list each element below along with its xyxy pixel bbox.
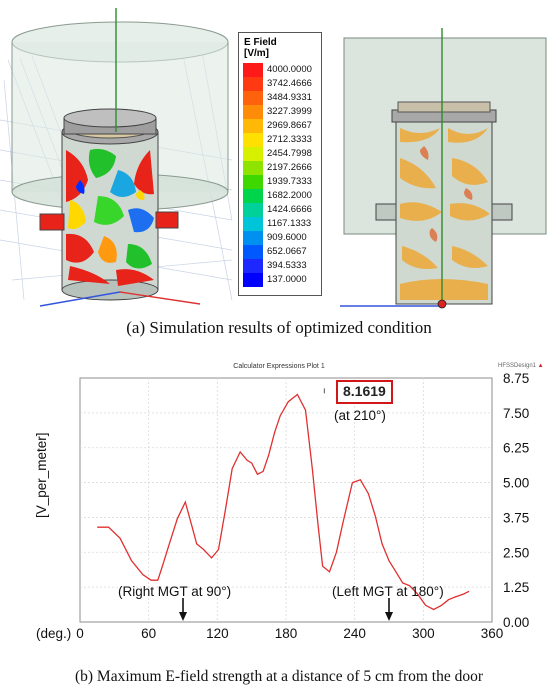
legend-value: 909.6000 — [267, 232, 307, 243]
legend-value: 1167.1333 — [267, 218, 312, 229]
legend-row: 652.0667 — [239, 245, 321, 259]
legend-value: 3484.9331 — [267, 92, 312, 103]
y-tick-label: 6.25 — [503, 441, 529, 456]
y-tick-label: 5.00 — [503, 476, 529, 491]
legend-row: 3227.3999 — [239, 105, 321, 119]
mgt-arrow-head — [385, 612, 393, 621]
figure-a: E Field [V/m] 4000.0000 3742.4666 3484.933… — [0, 0, 558, 340]
peak-value: 8.1619 — [343, 383, 386, 399]
legend-swatch — [243, 91, 263, 105]
legend-title-line2: [V/m] — [244, 48, 269, 59]
legend-swatch — [243, 217, 263, 231]
figure-b: Calculator Expressions Plot 1 HFSSDesign… — [0, 360, 558, 698]
legend-swatch — [243, 245, 263, 259]
legend-swatch — [243, 189, 263, 203]
legend-swatch — [243, 105, 263, 119]
annotation-right-mgt: (Right MGT at 90°) — [118, 584, 232, 599]
legend-value: 652.0667 — [267, 246, 307, 257]
legend-row: 137.0000 — [239, 273, 321, 287]
y-axis-label: [V_per_meter] — [34, 432, 49, 518]
legend-value: 137.0000 — [267, 274, 307, 285]
y-tick-label: 7.50 — [503, 406, 529, 421]
x-tick-label: 0 — [76, 626, 84, 641]
caption-a: (a) Simulation results of optimized cond… — [126, 318, 432, 337]
legend-swatch — [243, 133, 263, 147]
legend-row: 3742.4666 — [239, 77, 321, 91]
legend-row: 4000.0000 — [239, 63, 321, 77]
legend-row: 3484.9331 — [239, 91, 321, 105]
legend-value: 3742.4666 — [267, 78, 312, 89]
y-tick-label: 0.00 — [503, 615, 529, 630]
series-line — [97, 393, 470, 611]
y-tick-label: 1.25 — [503, 580, 529, 595]
y-tick-label: 2.50 — [503, 545, 529, 560]
legend-row: 909.6000 — [239, 231, 321, 245]
mgt-arrow-head — [179, 612, 187, 621]
legend-row: 394.5333 — [239, 259, 321, 273]
legend-value: 1424.6666 — [267, 204, 312, 215]
legend-row: 2969.8667 — [239, 119, 321, 133]
legend-swatch — [243, 161, 263, 175]
x-tick-label: 60 — [141, 626, 156, 641]
legend-swatch — [243, 147, 263, 161]
legend-row: 1167.1333 — [239, 217, 321, 231]
peak-note: (at 210°) — [334, 408, 386, 423]
legend-row: 1682.2000 — [239, 189, 321, 203]
legend-value: 1682.2000 — [267, 190, 312, 201]
x-unit-label: (deg.) — [36, 626, 72, 641]
legend-value: 4000.0000 — [267, 64, 312, 75]
legend-title-line1: E Field — [244, 37, 277, 48]
legend-swatch — [243, 63, 263, 77]
e-field-legend: E Field [V/m] 4000.0000 3742.4666 3484.933… — [238, 32, 322, 296]
legend-swatch — [243, 259, 263, 273]
legend-swatch — [243, 273, 263, 287]
legend-value: 1939.7333 — [267, 176, 312, 187]
legend-row: 2454.7998 — [239, 147, 321, 161]
design-badge: HFSSDesign1 ▲ — [498, 363, 544, 369]
x-tick-label: 360 — [481, 626, 504, 641]
legend-swatch — [243, 119, 263, 133]
legend-row: 1939.7333 — [239, 175, 321, 189]
legend-title: E Field [V/m] — [244, 37, 277, 59]
legend-row: 1424.6666 — [239, 203, 321, 217]
legend-value: 394.5333 — [267, 260, 307, 271]
peak-value-box: 8.1619 — [336, 380, 393, 404]
legend-row: 2197.2666 — [239, 161, 321, 175]
x-tick-label: 120 — [206, 626, 229, 641]
legend-swatch — [243, 203, 263, 217]
legend-row: 2712.3333 — [239, 133, 321, 147]
plot-title: Calculator Expressions Plot 1 — [233, 363, 325, 370]
x-tick-label: 180 — [275, 626, 298, 641]
design-badge-label: HFSSDesign1 — [498, 363, 537, 369]
legend-value: 2454.7998 — [267, 148, 312, 159]
legend-swatch — [243, 77, 263, 91]
caption-b: (b) Maximum E-field strength at a distan… — [74, 668, 484, 685]
y-tick-label: 8.75 — [503, 371, 529, 386]
legend-swatch — [243, 175, 263, 189]
y-tick-label: 3.75 — [503, 510, 529, 525]
legend-rows: 4000.0000 3742.4666 3484.9331 3227.3999 2969… — [239, 63, 321, 289]
x-tick-label: 300 — [412, 626, 435, 641]
legend-value: 3227.3999 — [267, 106, 312, 117]
simulation-render-left — [0, 8, 233, 307]
legend-value: 2712.3333 — [267, 134, 312, 145]
simulation-render-right — [340, 28, 547, 309]
annotation-left-mgt: (Left MGT at 180°) — [332, 584, 444, 599]
design-badge-icon: ▲ — [536, 363, 544, 369]
legend-value: 2197.2666 — [267, 162, 312, 173]
legend-value: 2969.8667 — [267, 120, 312, 131]
x-tick-label: 240 — [343, 626, 366, 641]
legend-swatch — [243, 231, 263, 245]
